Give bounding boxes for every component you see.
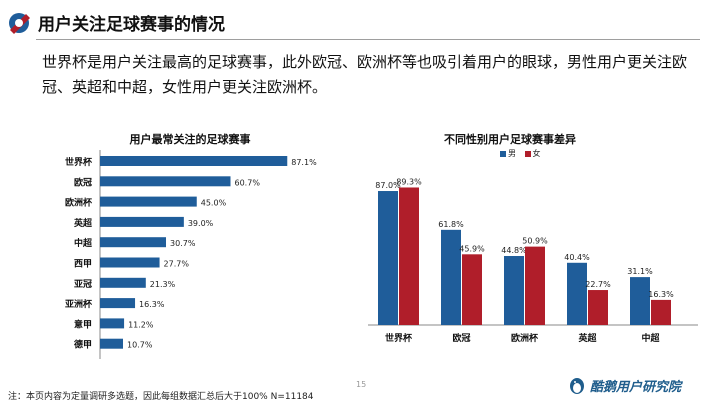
female-value-label: 50.9% xyxy=(522,237,548,246)
summary-text: 世界杯是用户关注最高的足球赛事，此外欧冠、欧洲杯等也吸引着用户的眼球，男性用户更… xyxy=(42,53,688,96)
left-category-label: 意甲 xyxy=(74,318,92,330)
female-value-label: 89.3% xyxy=(396,177,422,186)
male-bar xyxy=(378,191,398,325)
left-value-label: 21.3% xyxy=(150,280,176,289)
left-value-label: 45.0% xyxy=(201,199,227,208)
male-value-label: 61.8% xyxy=(438,220,464,229)
footnote: 注：本页内容为定量调研多选题，因此每组数据汇总后大于100% N=11184 xyxy=(8,392,314,402)
male-bar xyxy=(567,262,587,325)
legend-item-male: 男 xyxy=(500,148,516,159)
left-bar xyxy=(100,216,184,227)
male-value-label: 31.1% xyxy=(627,267,653,276)
right-chart-title: 不同性别用户足球赛事差异 xyxy=(444,133,576,146)
male-value-label: 44.8% xyxy=(501,246,527,255)
left-bar xyxy=(100,156,288,166)
female-bar xyxy=(462,254,482,325)
left-bar xyxy=(100,237,167,248)
left-value-label: 87.1% xyxy=(291,158,317,167)
brand-name: 酷鹅用户研究院 xyxy=(590,380,682,395)
right-category-label: 欧冠 xyxy=(452,332,470,344)
left-chart-title: 用户最常关注的足球赛事 xyxy=(129,133,251,146)
right-category-label: 欧洲杯 xyxy=(511,332,539,344)
left-category-label: 英超 xyxy=(73,217,93,229)
left-bar-chart: 世界杯 87.1% 欧冠 60.7% 欧洲杯 45.0% 英超 39.0% 中超 30.7% 西甲 2… xyxy=(65,150,317,359)
left-bar xyxy=(100,298,136,309)
male-bar xyxy=(630,277,650,325)
left-value-label: 27.7% xyxy=(164,260,190,269)
left-category-label: 世界杯 xyxy=(65,156,93,168)
page-title: 用户关注足球赛事的情况 xyxy=(38,15,225,35)
page-number: 15 xyxy=(356,380,367,389)
female-value-label: 45.9% xyxy=(459,244,485,253)
left-category-label: 亚冠 xyxy=(74,279,92,290)
male-value-label: 87.0% xyxy=(375,181,401,190)
legend-item-female: 女 xyxy=(524,148,541,159)
right-category-label: 中超 xyxy=(641,332,660,344)
left-bar xyxy=(100,257,160,268)
male-bar xyxy=(504,256,524,325)
left-value-label: 30.7% xyxy=(170,239,196,248)
left-value-label: 10.7% xyxy=(127,341,153,350)
penguin-brand-icon xyxy=(570,378,584,394)
left-category-label: 西甲 xyxy=(74,259,92,270)
female-value-label: 22.7% xyxy=(585,280,611,289)
right-category-label: 世界杯 xyxy=(385,332,413,344)
right-chart-legend: 男 女 xyxy=(500,148,547,159)
male-bar xyxy=(441,229,461,325)
legend-label-male: 男 xyxy=(508,149,516,158)
left-bar xyxy=(100,338,124,349)
female-bar xyxy=(588,290,608,325)
left-category-label: 亚洲杯 xyxy=(65,298,93,310)
football-logo-icon xyxy=(9,13,30,34)
male-value-label: 40.4% xyxy=(564,253,590,262)
left-value-label: 11.2% xyxy=(128,320,154,329)
left-category-label: 欧洲杯 xyxy=(65,197,93,209)
left-category-label: 欧冠 xyxy=(74,176,92,188)
left-value-label: 39.0% xyxy=(188,219,214,228)
left-bar xyxy=(100,277,146,288)
left-category-label: 德甲 xyxy=(74,339,92,351)
female-bar xyxy=(399,187,419,325)
female-bar xyxy=(525,246,545,325)
left-category-label: 中超 xyxy=(74,237,93,249)
right-category-label: 英超 xyxy=(577,332,597,344)
left-value-label: 16.3% xyxy=(139,300,165,309)
left-bar xyxy=(100,318,125,329)
legend-label-female: 女 xyxy=(532,149,541,158)
left-value-label: 60.7% xyxy=(235,178,261,187)
female-value-label: 16.3% xyxy=(648,290,674,299)
female-bar xyxy=(651,299,671,325)
title-divider xyxy=(36,39,700,40)
left-bar xyxy=(100,196,197,207)
right-grouped-bar-chart: 87.0%89.3% 世界杯 61.8% 45.9% 欧冠 44.8%50.9% 欧洲杯 40… xyxy=(368,177,698,344)
left-bar xyxy=(100,176,231,187)
